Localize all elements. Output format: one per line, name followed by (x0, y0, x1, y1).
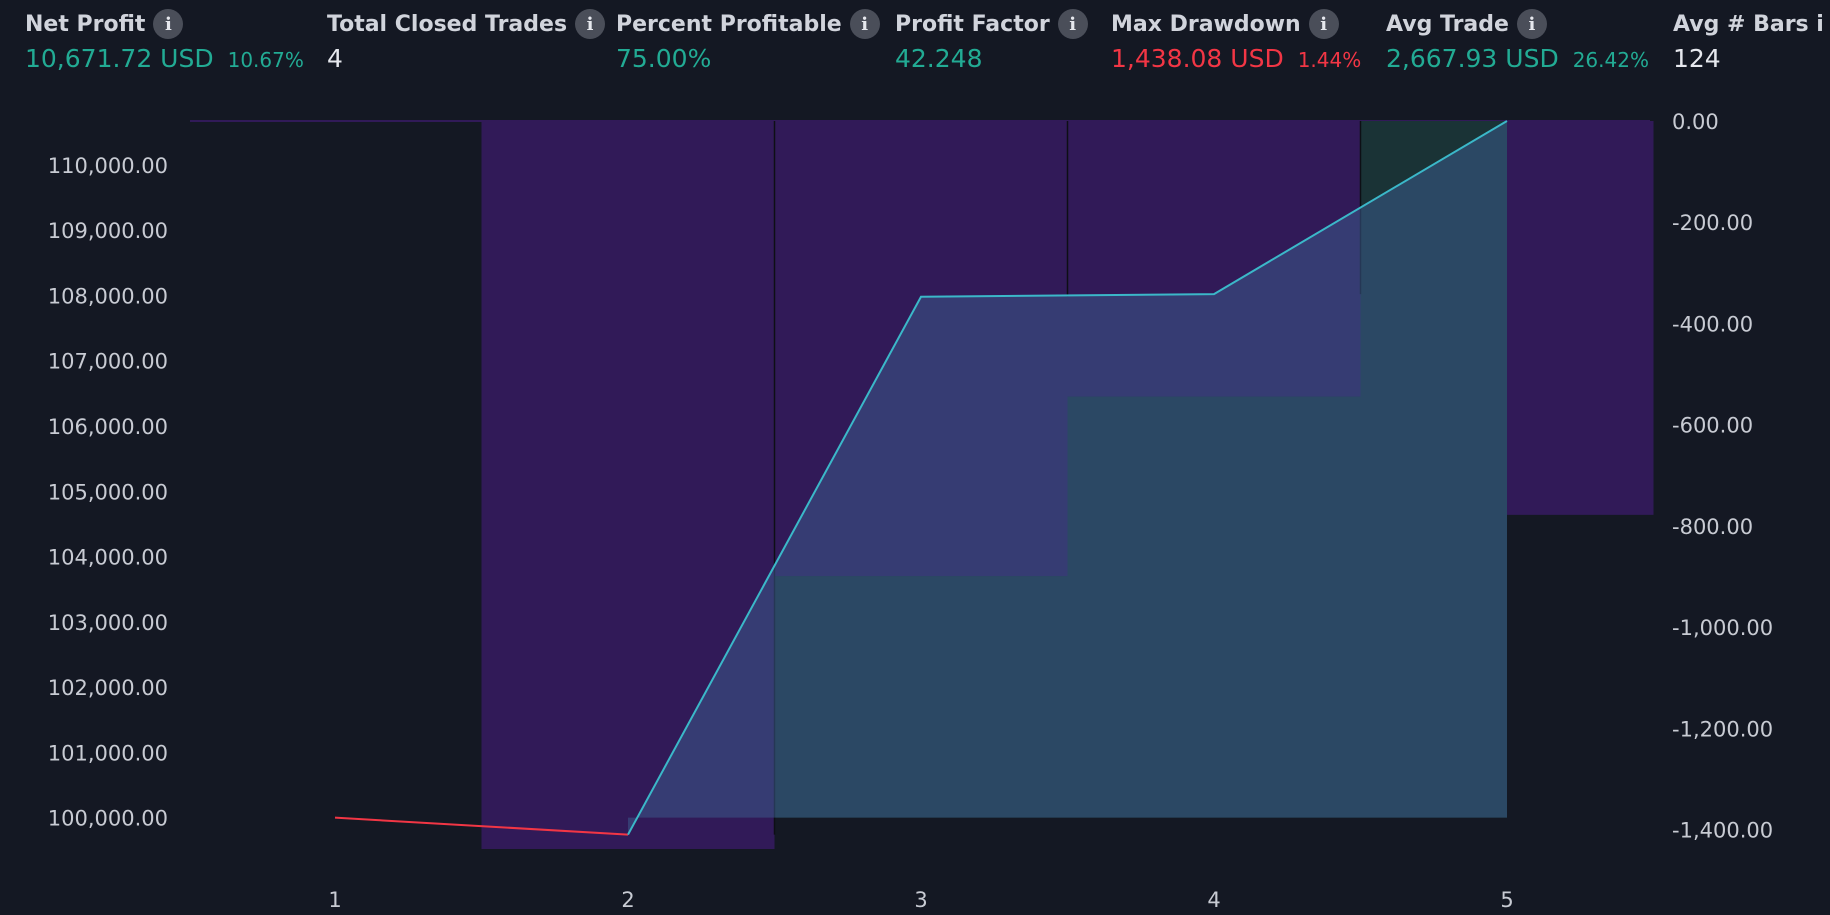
stat-avg-trade: Avg Trade i 2,667.93 USD 26.42% (1386, 8, 1649, 73)
stat-net-profit: Net Profit i 10,671.72 USD 10.67% (25, 8, 304, 73)
stat-title-label: Avg # Bars i (1673, 11, 1824, 37)
left-axis-tick-label: 101,000.00 (48, 741, 168, 765)
right-axis-tick-label: -1,000.00 (1672, 616, 1773, 640)
stat-title: Net Profit i (25, 8, 304, 40)
x-axis-tick-label: 1 (328, 888, 341, 912)
left-axis-tick-label: 102,000.00 (48, 676, 168, 700)
stat-value: 42.248 (895, 44, 983, 73)
left-axis-tick-label: 103,000.00 (48, 611, 168, 635)
stat-title: Profit Factor i (895, 8, 1088, 40)
left-axis-tick-label: 107,000.00 (48, 350, 168, 374)
right-axis-tick-label: -600.00 (1672, 414, 1753, 438)
stat-title-label: Net Profit (25, 11, 146, 37)
x-axis-tick-label: 3 (914, 888, 927, 912)
stat-title-label: Avg Trade (1386, 11, 1509, 37)
right-axis-tick-label: -400.00 (1672, 312, 1753, 336)
left-axis-tick-label: 106,000.00 (48, 415, 168, 439)
stat-percent: 1.44% (1297, 48, 1362, 72)
stat-value-row: 2,667.93 USD 26.42% (1386, 44, 1649, 73)
stat-value: 75.00% (616, 44, 712, 73)
stat-value: 4 (327, 44, 343, 73)
stat-title-label: Profit Factor (895, 11, 1050, 37)
stat-value: 2,667.93 USD (1386, 44, 1559, 73)
left-axis-tick-label: 100,000.00 (48, 807, 168, 831)
stat-title: Avg # Bars i (1673, 8, 1824, 40)
stat-percent: 26.42% (1572, 48, 1649, 72)
stat-profit-factor: Profit Factor i 42.248 (895, 8, 1088, 73)
stat-title: Avg Trade i (1386, 8, 1649, 40)
info-icon[interactable]: i (1516, 9, 1547, 39)
stat-avg-bars-i: Avg # Bars i 124 (1673, 8, 1824, 74)
right-axis-tick-label: 0.00 (1672, 110, 1719, 134)
stats-header: Net Profit i 10,671.72 USD 10.67% Total Clos… (0, 0, 1830, 90)
right-axis-tick-label: -800.00 (1672, 515, 1753, 539)
stat-percent: 10.67% (227, 48, 304, 72)
stat-value: 1,438.08 USD (1111, 44, 1284, 73)
info-icon[interactable]: i (1057, 9, 1088, 39)
info-icon[interactable]: i (849, 9, 880, 39)
left-axis-tick-label: 109,000.00 (48, 219, 168, 243)
stat-title: Percent Profitable i (616, 8, 880, 40)
info-icon[interactable]: i (153, 9, 184, 39)
info-icon[interactable]: i (1308, 9, 1339, 39)
x-axis-tick-label: 2 (621, 888, 634, 912)
stat-title: Max Drawdown i (1111, 8, 1361, 40)
stat-value-row: 42.248 (895, 44, 1088, 73)
equity-line (627, 120, 1508, 836)
left-axis-tick-label: 110,000.00 (48, 154, 168, 178)
stat-value-row: 1,438.08 USD 1.44% (1111, 44, 1361, 73)
stat-value-row: 75.00% (616, 44, 880, 73)
stat-value-row: 4 (327, 44, 605, 73)
left-axis-tick-label: 108,000.00 (48, 284, 168, 308)
x-axis-tick-label: 5 (1500, 888, 1513, 912)
info-icon[interactable]: i (575, 9, 606, 39)
equity-fill-area (628, 121, 1507, 835)
right-axis-tick-label: -200.00 (1672, 211, 1753, 235)
equity-line-loss-segment (334, 816, 629, 836)
left-axis-tick-label: 105,000.00 (48, 480, 168, 504)
stat-value-row: 124 (1673, 44, 1824, 73)
stat-value-row: 10,671.72 USD 10.67% (25, 44, 304, 73)
stat-title-label: Max Drawdown (1111, 11, 1301, 37)
x-axis-tick-label: 4 (1207, 888, 1220, 912)
stat-title: Total Closed Trades i (327, 8, 606, 40)
stat-value: 124 (1673, 44, 1721, 73)
left-axis-tick-label: 104,000.00 (48, 546, 168, 570)
stat-value: 10,671.72 USD (25, 44, 214, 73)
stat-percent-profitable: Percent Profitable i 75.00% (616, 8, 880, 73)
stat-title-label: Total Closed Trades (327, 11, 568, 37)
right-axis-tick-label: -1,400.00 (1672, 819, 1773, 843)
stat-max-drawdown: Max Drawdown i 1,438.08 USD 1.44% (1111, 8, 1361, 73)
stat-total-closed-trades: Total Closed Trades i 4 (327, 8, 606, 73)
stat-title-label: Percent Profitable (616, 11, 842, 37)
right-axis-tick-label: -1,200.00 (1672, 717, 1773, 741)
